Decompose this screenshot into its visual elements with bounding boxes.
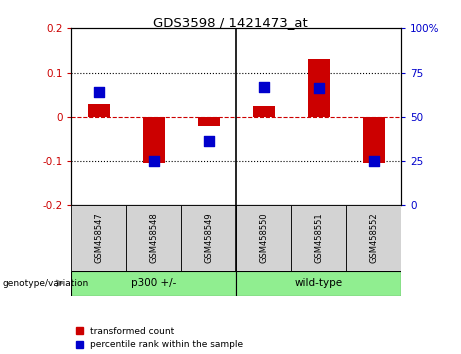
Legend: transformed count, percentile rank within the sample: transformed count, percentile rank withi… <box>76 327 243 349</box>
Text: GSM458551: GSM458551 <box>314 213 323 263</box>
Bar <box>291 205 346 271</box>
Point <box>95 90 103 95</box>
Point <box>370 158 377 164</box>
Bar <box>236 271 401 296</box>
Point <box>315 85 322 91</box>
Bar <box>88 104 110 117</box>
Text: genotype/variation: genotype/variation <box>2 279 89 288</box>
Text: p300 +/-: p300 +/- <box>131 278 177 288</box>
Bar <box>346 205 401 271</box>
Point <box>205 138 213 144</box>
Text: GSM458549: GSM458549 <box>204 213 213 263</box>
Bar <box>253 106 275 117</box>
Bar <box>363 117 384 163</box>
Text: GSM458550: GSM458550 <box>259 213 268 263</box>
Text: GSM458547: GSM458547 <box>95 213 103 263</box>
Bar <box>71 271 236 296</box>
Text: GSM458548: GSM458548 <box>149 213 159 263</box>
Text: GDS3598 / 1421473_at: GDS3598 / 1421473_at <box>153 16 308 29</box>
Bar <box>126 205 181 271</box>
Bar <box>71 205 126 271</box>
Bar <box>236 205 291 271</box>
Bar <box>307 59 330 117</box>
Point <box>260 84 267 90</box>
Bar <box>181 205 236 271</box>
Text: wild-type: wild-type <box>295 278 343 288</box>
Point <box>150 158 158 164</box>
Bar <box>143 117 165 163</box>
Bar <box>198 117 220 126</box>
Text: GSM458552: GSM458552 <box>369 213 378 263</box>
